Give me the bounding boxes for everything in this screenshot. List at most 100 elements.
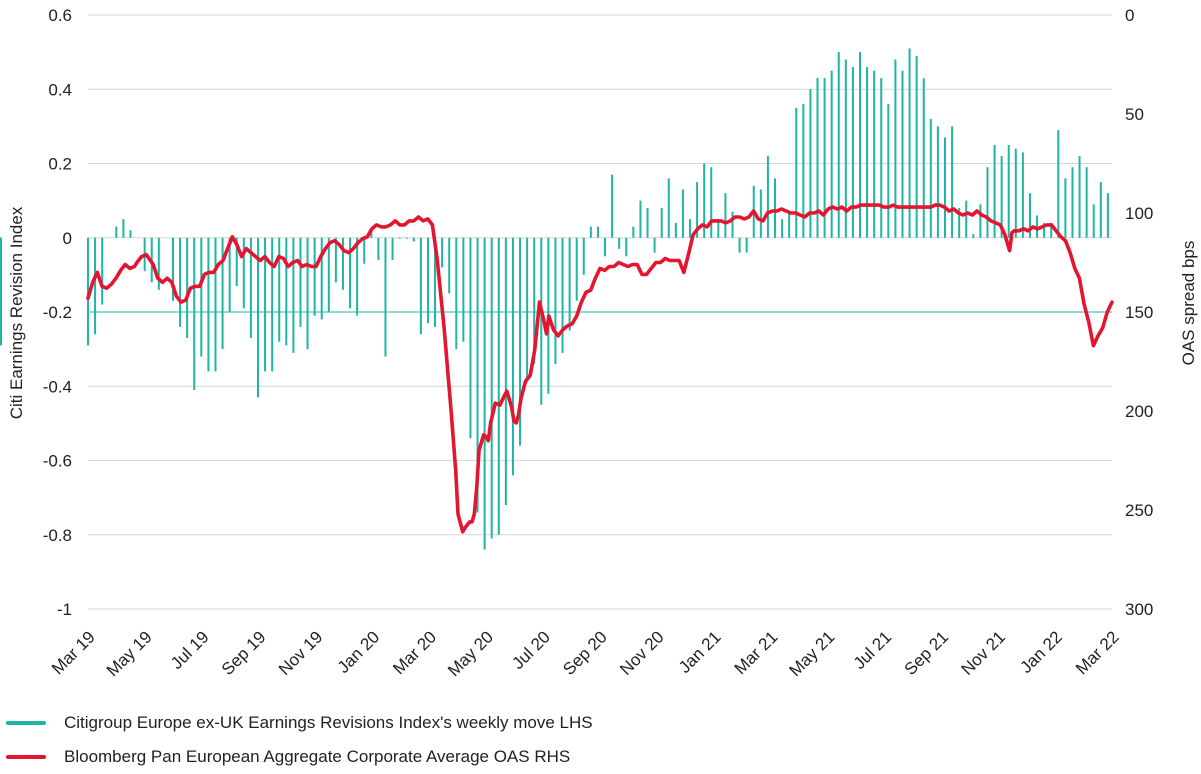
bar: [951, 126, 954, 238]
bar: [1050, 222, 1053, 238]
bar: [979, 204, 982, 238]
bar: [646, 208, 649, 238]
bar: [1000, 156, 1003, 238]
bar: [993, 144, 996, 238]
x-tick-label: Nov 20: [616, 627, 668, 679]
x-tick-label: Jul 19: [167, 627, 213, 673]
y-left-tick-label: 0.4: [48, 80, 72, 99]
bar: [575, 237, 578, 301]
bar: [526, 237, 529, 379]
bar: [398, 237, 401, 239]
x-tick-label: Nov 21: [958, 627, 1010, 679]
bar: [271, 237, 274, 372]
x-tick-label: May 20: [444, 627, 497, 680]
x-tick-label: May 21: [786, 627, 839, 680]
bar: [519, 237, 522, 446]
y-left-tick-label: -0.2: [43, 303, 72, 322]
bar: [497, 237, 500, 535]
y-left-tick-label: -1: [57, 600, 72, 619]
bar: [802, 104, 805, 238]
bar: [986, 167, 989, 238]
bar: [412, 237, 415, 242]
bar: [200, 237, 203, 357]
bar: [264, 237, 267, 372]
x-tick-label: Mar 19: [48, 627, 99, 678]
x-tick-label: May 19: [103, 627, 156, 680]
bar: [533, 237, 536, 364]
bar: [589, 226, 592, 238]
bar: [1099, 182, 1102, 238]
bar: [313, 237, 316, 316]
bar: [292, 237, 295, 353]
line-series: [86, 203, 1114, 534]
bar: [759, 189, 762, 238]
bar: [511, 237, 514, 476]
bar: [94, 237, 97, 335]
bar: [816, 78, 819, 238]
bar: [604, 237, 607, 257]
bar: [122, 219, 125, 238]
bar: [157, 237, 160, 290]
y-right-tick-label: 150: [1125, 303, 1153, 322]
y-left-tick-label: -0.8: [43, 526, 72, 545]
y-left-tick-label: 0.6: [48, 6, 72, 25]
bar: [689, 219, 692, 238]
bar: [540, 237, 543, 405]
bar: [1036, 215, 1039, 238]
bar: [901, 70, 904, 238]
bar: [377, 237, 380, 261]
bar: [299, 237, 302, 327]
y-left-tick-label: -0.4: [43, 377, 72, 396]
bar: [873, 70, 876, 238]
bar: [858, 52, 861, 238]
bar: [632, 226, 635, 238]
bar: [193, 237, 196, 390]
bar: [0, 237, 2, 312]
bar: [242, 237, 245, 309]
bar: [1092, 204, 1095, 238]
bar: [434, 237, 437, 327]
x-tick-label: Sep 21: [901, 627, 953, 679]
bar: [349, 237, 352, 309]
bar: [660, 208, 663, 238]
bar: [87, 237, 89, 346]
bar: [568, 237, 571, 331]
bar: [943, 137, 946, 238]
bar: [249, 237, 252, 338]
bar: [717, 219, 720, 238]
bar: [653, 237, 656, 253]
y-left-tick-label: -0.6: [43, 452, 72, 471]
bar: [476, 237, 479, 513]
bar: [724, 193, 727, 238]
bar: [625, 237, 628, 257]
bar: [171, 237, 174, 301]
bar: [419, 237, 422, 335]
y-left-axis-title: Citi Earnings Revision Index: [7, 206, 26, 419]
bar: [285, 237, 288, 346]
chart-canvas: 0.6 0.4 0.2 0 -0.2 -0.4 -0.6 -0.8 -1 0 50 100 150 200…: [0, 6, 1198, 680]
x-tick-label: Sep 19: [218, 627, 270, 679]
bar: [880, 78, 883, 238]
bar: [823, 78, 826, 238]
x-tick-label: Jul 21: [850, 627, 896, 673]
bar: [674, 222, 677, 238]
bar: [866, 66, 869, 238]
bar: [235, 237, 238, 287]
legend-swatch-bars: [6, 721, 46, 725]
bar: [341, 237, 344, 290]
y-right-tick-label: 0: [1125, 6, 1134, 25]
bar: [115, 226, 118, 238]
bar: [696, 182, 699, 238]
x-tick-label: Nov 19: [275, 627, 327, 679]
bar: [320, 237, 323, 320]
x-tick-label: Mar 20: [389, 627, 440, 678]
bar: [795, 107, 798, 238]
bar: [384, 237, 387, 357]
bar: [129, 230, 132, 238]
bar: [221, 237, 224, 350]
bar: [894, 59, 897, 238]
x-tick-label: Mar 21: [731, 627, 782, 678]
bar: [851, 66, 854, 238]
x-tick-label: Mar 22: [1072, 627, 1123, 678]
bar: [618, 237, 621, 249]
